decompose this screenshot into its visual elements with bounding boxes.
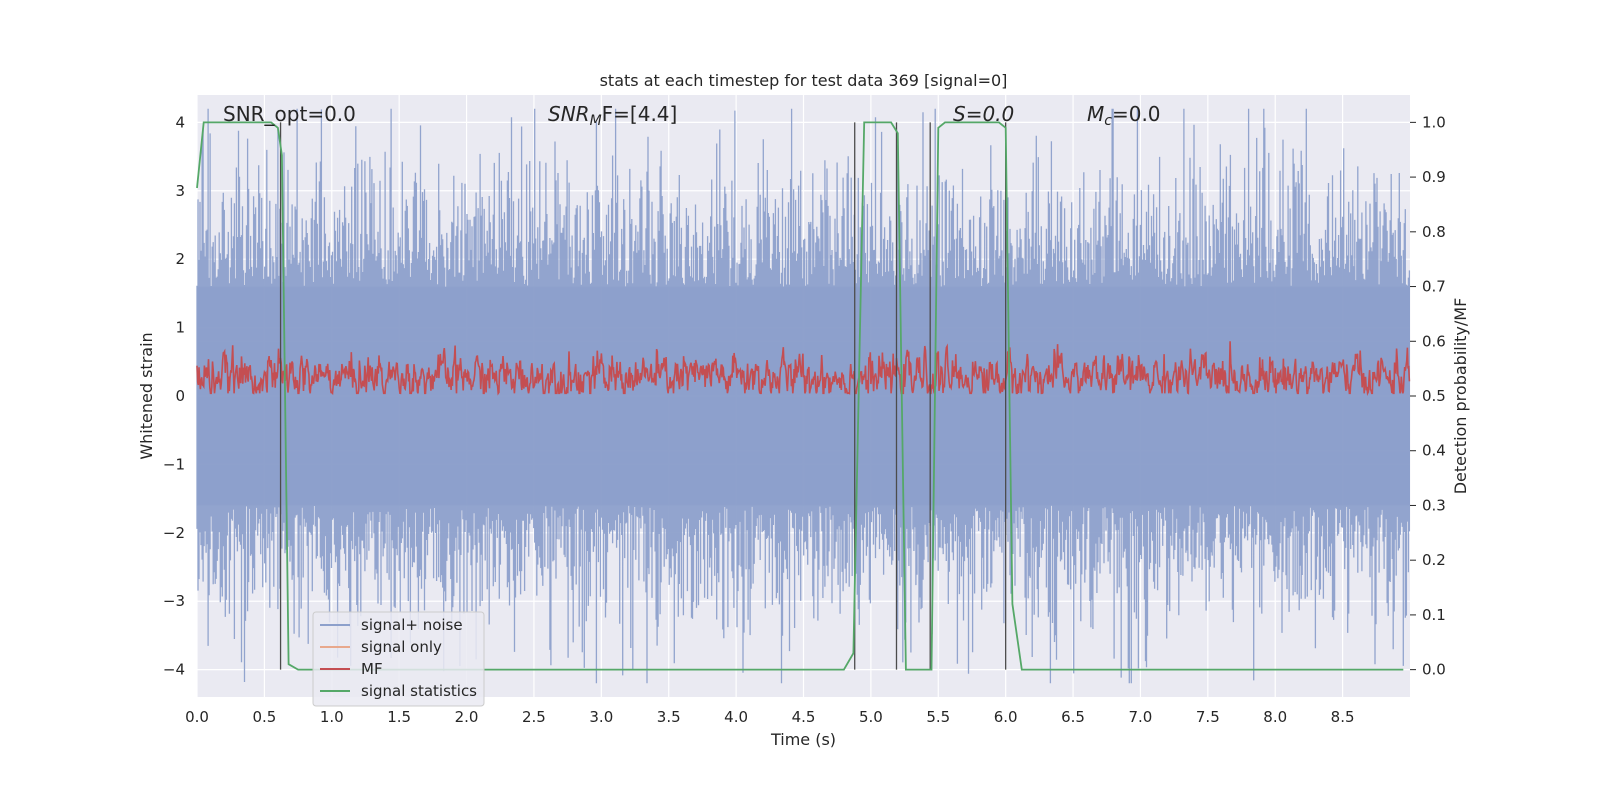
y-axis-label: Whitened strain [137, 332, 156, 459]
y-tick-label: 1 [175, 319, 185, 337]
x-tick-label: 2.0 [455, 708, 479, 726]
x-tick-label: 2.5 [522, 708, 546, 726]
y-tick-label: −1 [163, 455, 185, 473]
y2-tick-label: 0.1 [1422, 606, 1446, 624]
chart-title: stats at each timestep for test data 369… [600, 71, 1008, 90]
y2-tick-label: 1.0 [1422, 113, 1446, 131]
series-signal-statistics [196, 121, 1404, 671]
y2-axis-ticks: 1.0 0.9 0.8 0.7 0.6 0.5 0.4 0.3 0.2 0.1 0.0 [1410, 113, 1446, 679]
y-tick-label: −3 [163, 592, 185, 610]
y-tick-label: −2 [163, 524, 185, 542]
x-tick-label: 5.0 [859, 708, 883, 726]
x-tick-label: 6.5 [1061, 708, 1085, 726]
x-tick-label: 8.5 [1331, 708, 1355, 726]
y-tick-label: 3 [175, 182, 185, 200]
legend: signal+ noise signal only MF signal stat… [312, 611, 485, 707]
x-tick-label: 4.5 [792, 708, 816, 726]
y-tick-label: 0 [175, 387, 185, 405]
x-axis-ticks: 0.0 0.5 1.0 1.5 2.0 2.5 3.0 3.5 4.0 4.5 5.0 5.5 6.0 6… [185, 708, 1354, 726]
y2-tick-label: 0.9 [1422, 168, 1446, 186]
annotation-snr-mf-base: SNR [548, 102, 590, 126]
legend-box [312, 611, 485, 707]
x-tick-label: 6.0 [994, 708, 1018, 726]
x-tick-label: 7.5 [1196, 708, 1220, 726]
x-tick-label: 0.0 [185, 708, 209, 726]
legend-label-signal-statistics: signal statistics [361, 682, 477, 700]
x-tick-label: 3.0 [589, 708, 613, 726]
y-tick-label: 4 [175, 113, 185, 131]
x-tick-label: 3.5 [657, 708, 681, 726]
y2-tick-label: 0.6 [1422, 332, 1446, 350]
annotation-mc-sub: c [1104, 113, 1112, 129]
y-axis-ticks: 4 3 2 1 0 −1 −2 −3 −4 [163, 113, 185, 678]
x-tick-label: 8.0 [1263, 708, 1287, 726]
annotation-mc-rest: =0.0 [1112, 102, 1161, 126]
annotation-s: S=0.0 [953, 102, 1014, 126]
y2-axis-label: Detection probability/MF [1451, 298, 1470, 495]
x-tick-label: 0.5 [252, 708, 276, 726]
y2-tick-label: 0.5 [1422, 387, 1446, 405]
legend-label-mf: MF [361, 660, 383, 678]
x-tick-label: 1.5 [387, 708, 411, 726]
series-mf [196, 341, 1411, 396]
y2-tick-label: 0.7 [1422, 278, 1446, 296]
annotation-snr-mf-sub: M [590, 113, 602, 129]
signal-statistics-line [196, 121, 1404, 671]
annotation-snr-mf: SNRMF=[4.4] [548, 102, 677, 129]
y2-tick-label: 0.8 [1422, 223, 1446, 241]
y2-tick-label: 0.2 [1422, 551, 1446, 569]
annotation-snr-opt: SNR_opt=0.0 [223, 102, 356, 126]
legend-label-signal-only: signal only [361, 638, 442, 656]
x-tick-label: 4.0 [724, 708, 748, 726]
mf-line [196, 341, 1411, 396]
annotation-mc: Mc=0.0 [1087, 102, 1161, 129]
x-tick-label: 7.0 [1129, 708, 1153, 726]
y2-tick-label: 0.4 [1422, 442, 1446, 460]
y2-tick-label: 0.3 [1422, 496, 1446, 514]
annotation-snr-mf-rest: F=[4.4] [602, 102, 678, 126]
y2-tick-label: 0.0 [1422, 661, 1446, 679]
annotation-mc-base: M [1087, 102, 1104, 126]
y-tick-label: 2 [175, 250, 185, 268]
y-tick-label: −4 [163, 661, 185, 679]
x-axis-label: Time (s) [770, 730, 836, 749]
legend-label-signal-noise: signal+ noise [361, 616, 463, 634]
x-tick-label: 5.5 [926, 708, 950, 726]
x-tick-label: 1.0 [320, 708, 344, 726]
